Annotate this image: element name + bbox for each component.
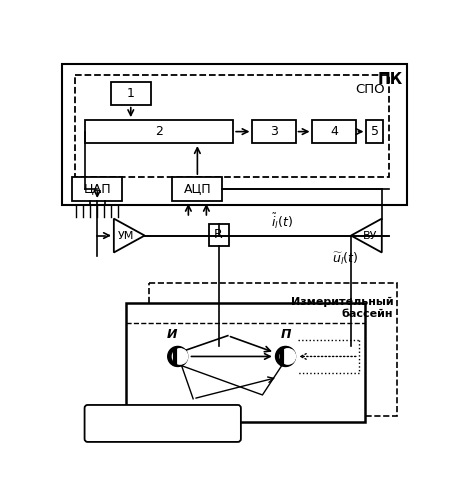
- Text: ЦАП: ЦАП: [83, 182, 111, 196]
- Text: СПО: СПО: [355, 83, 385, 96]
- Text: 1: 1: [127, 86, 135, 100]
- Bar: [312, 120, 355, 143]
- Text: 4: 4: [330, 125, 338, 138]
- Bar: [366, 120, 383, 143]
- Text: Измерительный
бассейн: Измерительный бассейн: [291, 297, 393, 319]
- Text: R: R: [214, 228, 223, 241]
- Text: 3: 3: [270, 125, 278, 138]
- FancyBboxPatch shape: [85, 405, 241, 442]
- Circle shape: [168, 346, 188, 366]
- Bar: [172, 177, 223, 201]
- Bar: [87, 408, 238, 439]
- Text: ВУ: ВУ: [363, 230, 377, 240]
- Circle shape: [276, 346, 295, 366]
- Bar: [111, 82, 151, 104]
- Text: Прямая и отражённые
звуковые волны: Прямая и отражённые звуковые волны: [97, 412, 229, 434]
- Bar: [85, 120, 233, 143]
- Text: АЦП: АЦП: [184, 182, 211, 196]
- Bar: [208, 224, 229, 246]
- Bar: [126, 302, 365, 422]
- Text: 5: 5: [371, 125, 379, 138]
- Text: УМ: УМ: [117, 230, 134, 240]
- Circle shape: [172, 349, 188, 364]
- Text: И: И: [167, 328, 178, 342]
- Bar: [72, 177, 122, 201]
- Bar: [149, 284, 397, 416]
- Bar: [62, 64, 407, 205]
- Text: ПК: ПК: [378, 72, 403, 86]
- Bar: [252, 120, 295, 143]
- Text: П: П: [280, 328, 291, 342]
- Polygon shape: [351, 218, 382, 252]
- Text: $\widetilde{u}_{l}(t)$: $\widetilde{u}_{l}(t)$: [332, 251, 358, 267]
- Polygon shape: [114, 218, 145, 252]
- Circle shape: [280, 349, 295, 364]
- Text: $\widetilde{i}_{l}(t)$: $\widetilde{i}_{l}(t)$: [271, 212, 293, 231]
- Text: 2: 2: [155, 125, 163, 138]
- Bar: [75, 76, 389, 177]
